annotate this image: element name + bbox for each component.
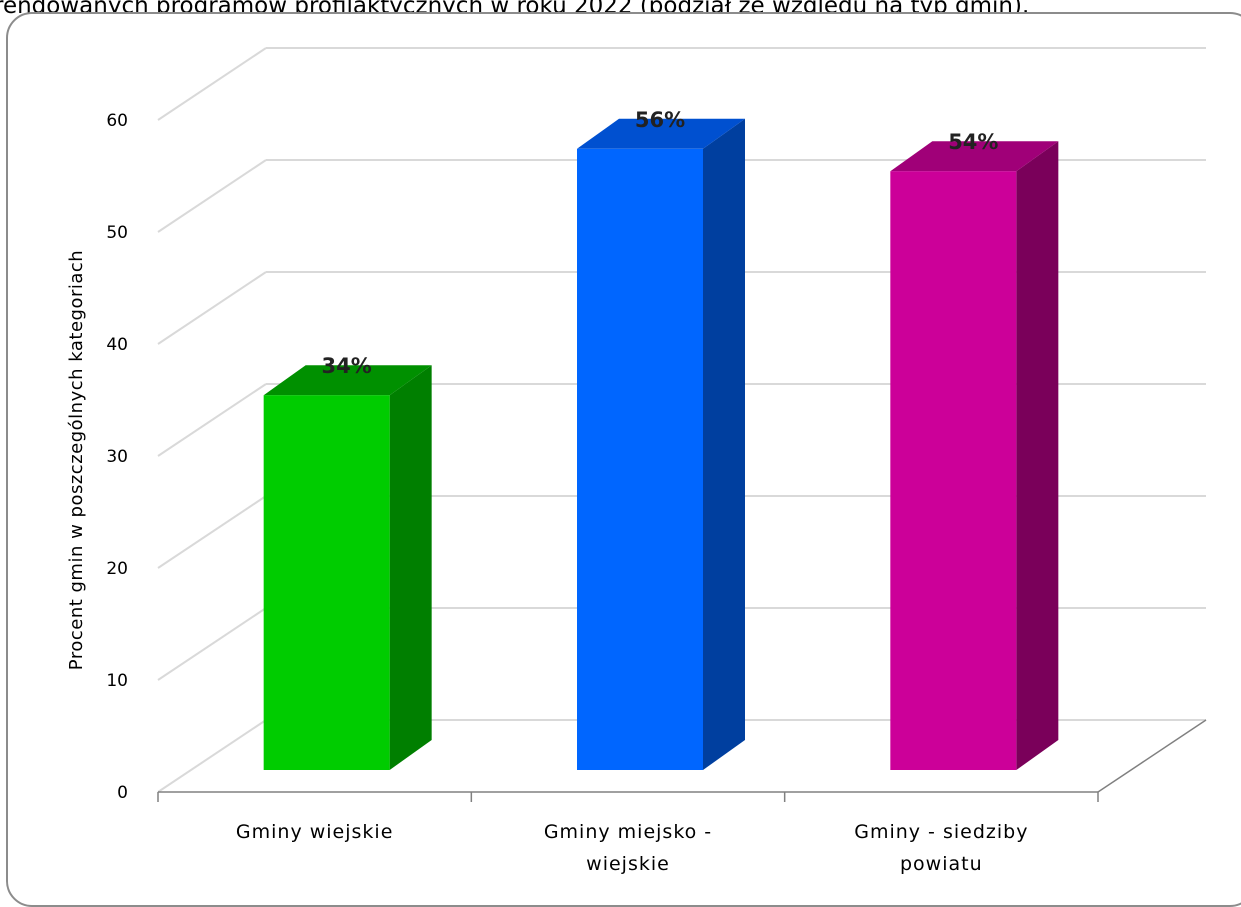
gridline-side bbox=[157, 383, 267, 457]
bar bbox=[263, 395, 390, 770]
y-tick-label: 20 bbox=[106, 559, 128, 579]
floor-left-edge bbox=[157, 719, 267, 793]
gridline-side bbox=[157, 271, 267, 345]
data-label: 34% bbox=[322, 354, 372, 378]
bar-top bbox=[263, 365, 432, 396]
x-category-label: wiejskie bbox=[586, 853, 670, 875]
bar bbox=[577, 148, 703, 771]
y-tick-label: 0 bbox=[117, 783, 128, 803]
gridline-side bbox=[157, 607, 267, 681]
y-tick-label: 10 bbox=[106, 671, 128, 691]
bar-side bbox=[1016, 141, 1059, 770]
bar-side bbox=[389, 365, 432, 770]
data-label: 54% bbox=[948, 130, 998, 154]
bar-top bbox=[890, 141, 1059, 172]
chart-axes bbox=[157, 719, 1207, 802]
gridline-side bbox=[157, 47, 267, 121]
bar-side bbox=[703, 118, 745, 771]
chart-labels: 0 10 20 30 40 50 60 34% Gminy wiejskie 56% Gminy m… bbox=[106, 108, 1028, 875]
y-axis-label: Procent gmin w poszczególnych kategoriac… bbox=[66, 250, 87, 670]
y-tick-label: 30 bbox=[106, 447, 128, 467]
y-tick-label: 60 bbox=[106, 111, 128, 131]
x-category-label: powiatu bbox=[900, 853, 983, 875]
y-tick-label: 40 bbox=[106, 335, 128, 355]
x-category-label: Gminy wiejskie bbox=[236, 821, 394, 843]
bar-top bbox=[577, 118, 745, 149]
gridline-side bbox=[157, 159, 267, 233]
x-category-label: Gminy miejsko - bbox=[544, 821, 712, 843]
bar bbox=[890, 171, 1017, 770]
x-category-label: Gminy - siedziby bbox=[854, 821, 1028, 843]
chart-bars bbox=[263, 118, 1059, 771]
gridline-side bbox=[157, 495, 267, 569]
y-tick-label: 50 bbox=[106, 223, 128, 243]
floor-right-edge bbox=[1097, 719, 1207, 793]
data-label: 56% bbox=[635, 108, 685, 132]
